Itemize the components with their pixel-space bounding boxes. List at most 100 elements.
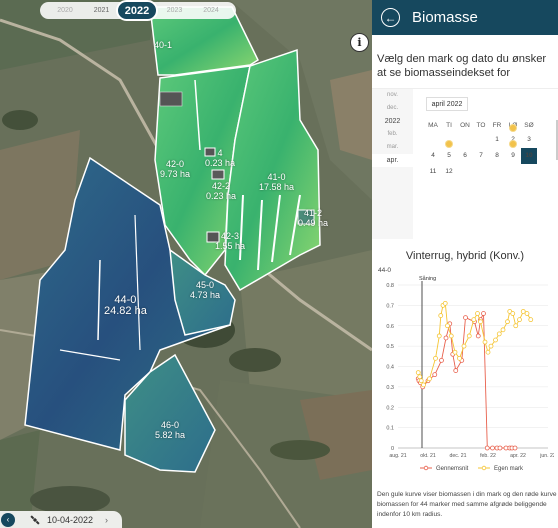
data-point [415, 370, 421, 376]
calendar-day[interactable]: 6 [463, 152, 467, 159]
satellite-image-icon [446, 141, 452, 147]
y-tick-label: 0.6 [386, 324, 394, 330]
data-point [433, 355, 438, 361]
data-point [466, 333, 472, 339]
data-point [497, 445, 503, 451]
field-label-41-0: 41-0 17.58 ha [259, 172, 295, 192]
data-point [484, 445, 490, 451]
year-option-2020[interactable]: 2020 [57, 7, 73, 14]
calendar-day[interactable]: 11 [429, 168, 437, 175]
calendar-day[interactable]: 12 [445, 168, 453, 175]
data-point [452, 349, 458, 355]
calendar-empty-cell [489, 164, 505, 180]
x-tick-label: okt. 21 [420, 453, 436, 459]
year-option-2024[interactable]: 2024 [203, 7, 219, 14]
date-picker: nov. dec. 2022 feb. mar. apr. april 2022… [372, 88, 558, 239]
field-46-0 [124, 353, 216, 473]
x-tick-label: jun. 22 [539, 453, 554, 459]
chevron-right-icon[interactable]: › [105, 514, 109, 525]
sowing-label: Såning [419, 275, 436, 282]
calendar-empty-cell [473, 132, 489, 148]
data-point [463, 315, 468, 320]
year-option-2021[interactable]: 2021 [93, 7, 110, 14]
instruction-text: Vælg den mark og dato du ønsker at se bi… [377, 53, 547, 79]
data-point [485, 349, 491, 355]
field-45-0 [169, 248, 236, 336]
data-point [496, 331, 502, 337]
data-point [482, 339, 488, 345]
field-label-40-1: 40-1 [154, 40, 173, 50]
y-tick-label: 0.8 [386, 283, 394, 289]
back-arrow-icon[interactable]: ← [381, 8, 400, 27]
aerial-map[interactable] [0, 0, 372, 528]
legend-marker [423, 465, 429, 471]
panel-header: ← Biomasse [372, 0, 558, 35]
x-tick-label: apr. 22 [510, 453, 526, 459]
y-tick-label: 0.7 [386, 303, 394, 309]
year-divider: 2022 [384, 118, 401, 125]
calendar-day[interactable]: 2 [505, 125, 521, 148]
year-option-2023[interactable]: 2023 [166, 7, 183, 14]
info-icon: i [357, 36, 362, 49]
data-point [512, 445, 518, 451]
calendar-day[interactable]: 5 [441, 141, 457, 164]
field-label-4: 4 0.23 ha [205, 148, 236, 168]
data-point [442, 300, 448, 306]
biomass-chart: 44-0 0 0.1 0.2 0.3 0.4 0.5 0.6 0.7 0.8 aug. 21 okt.… [378, 267, 554, 472]
weekday-label: SØ [524, 122, 534, 129]
data-point [471, 317, 477, 323]
data-point [448, 333, 454, 339]
calendar-week: 4 5 6 7 8 9 10 [425, 141, 553, 164]
data-point [524, 311, 530, 316]
y-tick-label: 0.1 [386, 426, 394, 432]
data-point [461, 343, 467, 349]
data-point [438, 313, 444, 318]
weekday-label: FR [492, 122, 502, 129]
month-option[interactable]: dec. [386, 105, 399, 111]
calendar-empty-cell [457, 164, 473, 180]
current-date: 10-04-2022 [47, 514, 94, 525]
y-tick-label: 0 [391, 446, 394, 452]
data-point [475, 311, 480, 316]
info-button[interactable]: i [350, 33, 369, 52]
chevron-left-icon[interactable]: ‹ [1, 512, 15, 527]
field-label-45-0: 45-0 4.73 ha [190, 280, 221, 300]
data-point [481, 311, 486, 316]
satellite-icon [30, 514, 40, 525]
data-point [520, 309, 526, 314]
calendar-day[interactable]: 7 [479, 152, 483, 159]
calendar-empty-cell [425, 132, 441, 148]
calendar-day[interactable]: 4 [431, 152, 435, 159]
year-option-selected[interactable]: 2022 [116, 0, 158, 21]
legend-label: Egen mark [494, 466, 524, 472]
legend-marker [481, 465, 487, 471]
y-tick-label: 0.2 [386, 405, 394, 411]
data-point [445, 323, 450, 329]
month-option[interactable]: mar. [386, 144, 399, 150]
field-label-44-0: 44-0 24.82 ha [104, 294, 147, 317]
data-point [443, 335, 449, 341]
month-option-selected[interactable]: apr. [372, 154, 413, 167]
field-label-41-2: 41-2 0.49 ha [298, 208, 329, 228]
calendar-day[interactable]: 3 [527, 136, 531, 143]
month-option[interactable]: feb. [387, 131, 398, 137]
scrollbar[interactable] [556, 120, 558, 160]
panel-title: Biomasse [412, 9, 478, 26]
month-option[interactable]: nov. [387, 92, 398, 98]
month-button[interactable]: april 2022 [426, 97, 468, 111]
calendar-day[interactable]: 1 [495, 136, 499, 143]
y-tick-label: 0.3 [386, 385, 394, 391]
calendar-day[interactable]: 9 [505, 141, 521, 164]
field-label-46-0: 46-0 5.82 ha [155, 420, 186, 440]
data-point [528, 317, 534, 323]
calendar-day[interactable]: 10 [521, 148, 537, 164]
footer-note: Den gule kurve viser biomassen i din mar… [377, 491, 557, 518]
y-tick-label: 0.4 [386, 365, 394, 371]
calendar-day[interactable]: 8 [495, 152, 499, 159]
calendar-week: 11 12 [425, 164, 553, 180]
map-view[interactable]: 40-1 42-0 9.73 ha 4 0.23 ha 42-2 0.23 ha 41… [0, 0, 372, 528]
satellite-image-icon [510, 141, 516, 147]
calendar-empty-cell [457, 132, 473, 148]
data-point [478, 319, 483, 325]
